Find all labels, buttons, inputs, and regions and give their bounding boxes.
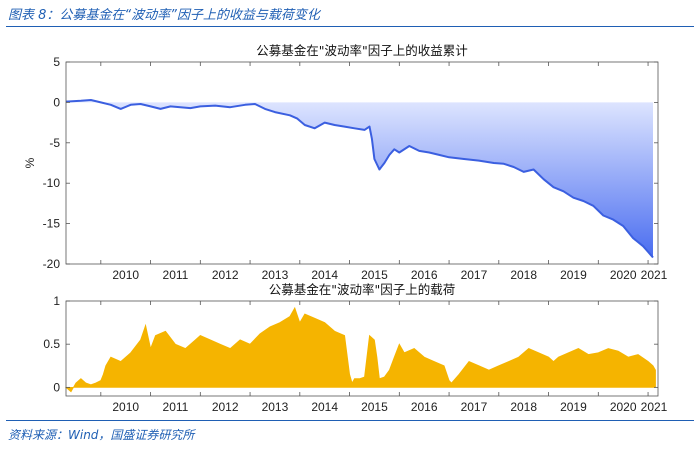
x-tick-label: 2020	[610, 268, 637, 282]
x-tick-label: 2019	[560, 268, 587, 282]
y-tick-label: 0	[53, 380, 60, 394]
y-tick-label: 1	[53, 294, 60, 308]
y-tick-label: 0	[53, 95, 60, 109]
x-tick-label: 2018	[510, 268, 537, 282]
x-tick-label: 2016	[411, 268, 438, 282]
y-tick-label: -10	[43, 176, 61, 190]
x-tick-label: 2021	[641, 400, 668, 414]
x-tick-label: 2017	[461, 400, 488, 414]
y-tick-label: -5	[49, 136, 60, 150]
x-tick-label: 2012	[212, 400, 239, 414]
plot-frame	[65, 300, 659, 397]
bottom-chart-panel: 公募基金在"波动率"因子上的载荷 1 0.5 0 2010 2011 2012 2013 201…	[43, 282, 667, 414]
x-tick-label: 2015	[361, 268, 388, 282]
x-tick-label: 2014	[311, 268, 338, 282]
x-tick-label: 2015	[361, 400, 388, 414]
cumulative-area	[66, 100, 653, 258]
x-tick-label: 2018	[510, 400, 537, 414]
figure-caption: 图表 8：公募基金在“波动率”因子上的收益与载荷变化	[8, 8, 320, 23]
x-tick-label: 2011	[163, 400, 189, 414]
cumulative-return-line	[65, 99, 654, 259]
x-tick-label: 2020	[610, 400, 637, 414]
y-tick-label: -15	[43, 217, 61, 231]
source-note: 资料来源：Wind，国盛证券研究所	[8, 428, 195, 442]
header-rule	[6, 26, 694, 27]
loading-area	[64, 306, 656, 393]
x-tick-label: 2012	[212, 268, 239, 282]
plot-frame	[65, 61, 659, 265]
x-tick-label: 2017	[461, 268, 488, 282]
top-chart-panel: 公募基金在"波动率"因子上的收益累计 5 0 -5 -10 -15 -20 2010 2011 2…	[23, 43, 668, 282]
y-tick-label: 5	[53, 55, 60, 69]
x-tick-label: 2010	[112, 268, 139, 282]
x-tick-label: 2014	[311, 400, 338, 414]
x-tick-label: 2016	[411, 400, 438, 414]
y-tick-label: 0.5	[43, 337, 60, 351]
chart-title: 公募基金在"波动率"因子上的载荷	[269, 282, 456, 297]
x-tick-label: 2013	[262, 268, 289, 282]
chart-title: 公募基金在"波动率"因子上的收益累计	[256, 43, 468, 58]
x-tick-label: 2010	[112, 400, 139, 414]
y-axis-label: %	[23, 157, 37, 168]
y-tick-label: -20	[43, 257, 61, 271]
x-tick-label: 2011	[163, 268, 189, 282]
footer-rule	[6, 420, 694, 421]
x-tick-label: 2021	[641, 268, 668, 282]
x-tick-label: 2019	[560, 400, 587, 414]
x-tick-label: 2013	[262, 400, 289, 414]
